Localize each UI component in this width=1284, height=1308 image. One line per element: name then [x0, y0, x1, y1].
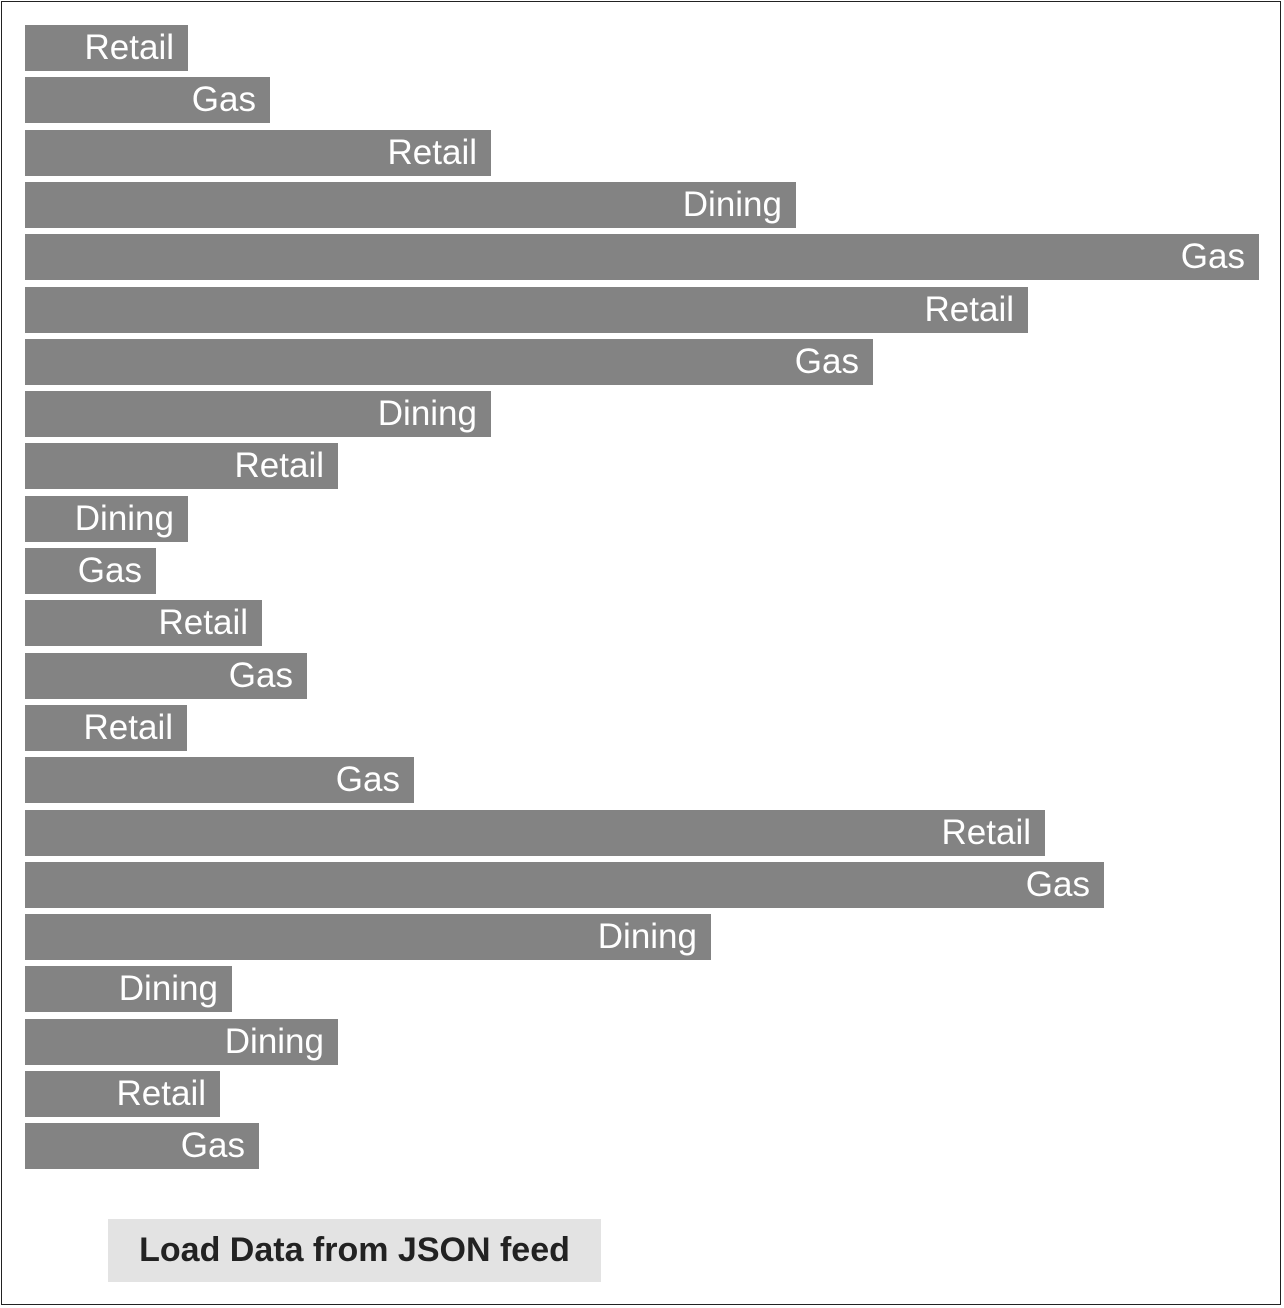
bar-chart: Retail Gas Retail Dining Gas Retail Gas Dining R…: [25, 25, 1259, 1169]
bar-18: Dining: [25, 914, 711, 960]
bar-14: Retail: [25, 705, 187, 751]
bar-12: Retail: [25, 600, 262, 646]
bar-20: Dining: [25, 1019, 338, 1065]
bar-10: Dining: [25, 496, 188, 542]
bar-17: Gas: [25, 862, 1104, 908]
bar-1: Retail: [25, 25, 188, 71]
bar-8: Dining: [25, 391, 491, 437]
bar-16: Retail: [25, 810, 1045, 856]
bar-21: Retail: [25, 1071, 220, 1117]
bar-13: Gas: [25, 653, 307, 699]
load-data-button[interactable]: Load Data from JSON feed: [108, 1219, 601, 1282]
bar-5: Gas: [25, 234, 1259, 280]
bar-19: Dining: [25, 966, 232, 1012]
bar-6: Retail: [25, 287, 1028, 333]
bar-15: Gas: [25, 757, 414, 803]
bar-22: Gas: [25, 1123, 259, 1169]
bar-7: Gas: [25, 339, 873, 385]
bar-9: Retail: [25, 443, 338, 489]
bar-2: Gas: [25, 77, 270, 123]
bar-4: Dining: [25, 182, 796, 228]
bar-11: Gas: [25, 548, 156, 594]
bar-3: Retail: [25, 130, 491, 176]
